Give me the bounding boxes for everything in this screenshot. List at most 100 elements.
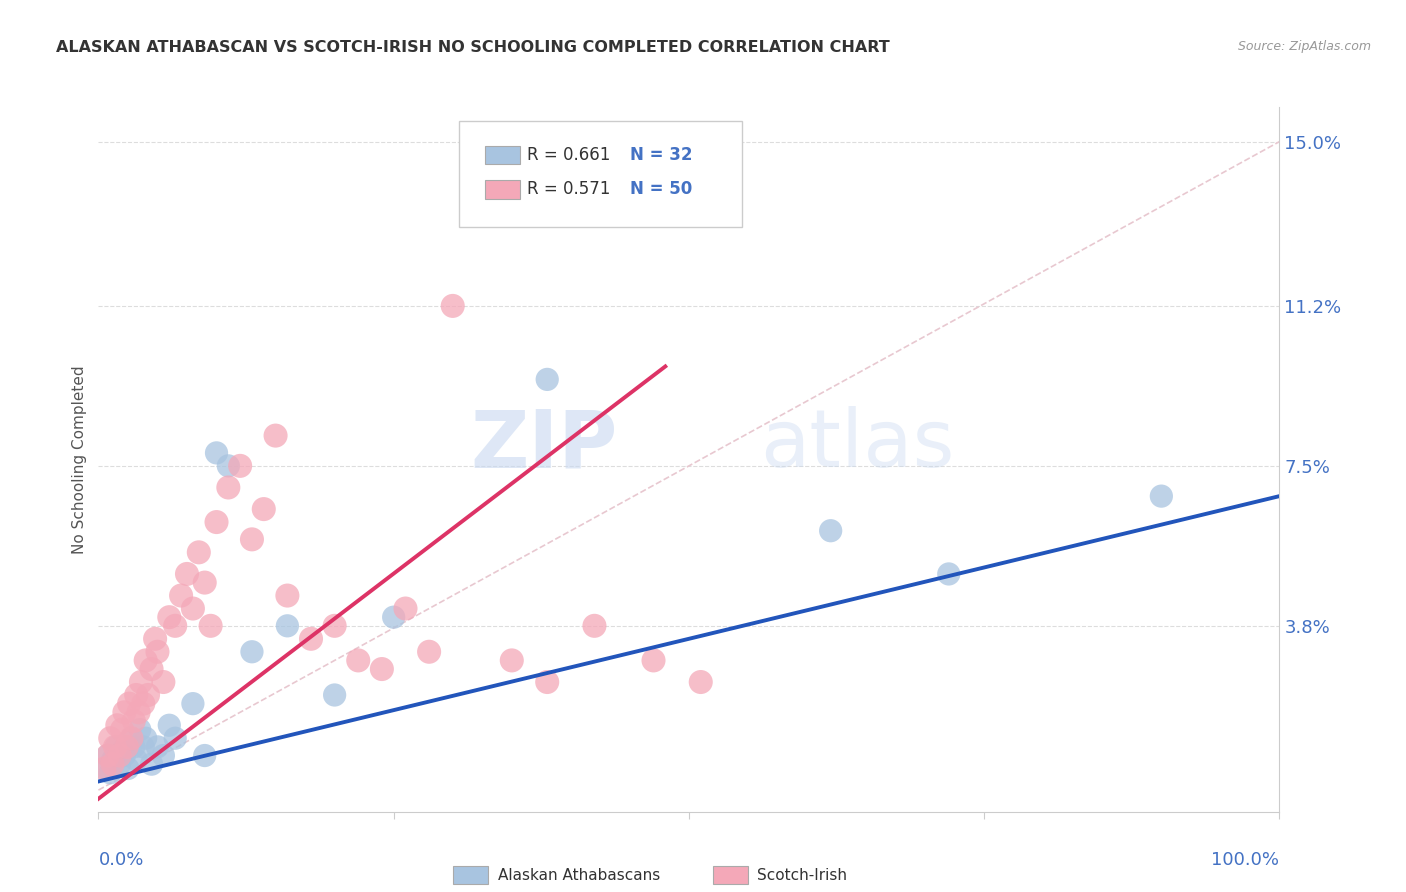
Point — [125, 688, 148, 702]
Point — [108, 757, 131, 772]
Text: 100.0%: 100.0% — [1212, 851, 1279, 869]
Point — [112, 706, 135, 720]
Point — [536, 372, 558, 386]
Point — [170, 589, 193, 603]
Point — [501, 653, 523, 667]
Point — [117, 762, 139, 776]
Point — [111, 723, 134, 737]
Point — [132, 697, 155, 711]
Point — [115, 739, 138, 754]
Point — [136, 688, 159, 702]
Point — [536, 675, 558, 690]
Point — [165, 619, 187, 633]
Text: 0.0%: 0.0% — [98, 851, 143, 869]
Point — [394, 601, 416, 615]
Point — [98, 765, 121, 780]
Point — [200, 619, 222, 633]
Point — [97, 748, 120, 763]
Point — [146, 739, 169, 754]
Text: R = 0.661: R = 0.661 — [527, 146, 610, 164]
Point — [181, 697, 204, 711]
Point — [205, 515, 228, 529]
Point — [181, 601, 204, 615]
Point — [643, 653, 665, 667]
Point — [276, 619, 298, 633]
Point — [121, 731, 143, 746]
Point — [93, 762, 115, 776]
Point — [118, 697, 141, 711]
Point — [217, 458, 239, 473]
Point — [583, 619, 606, 633]
Point — [101, 757, 124, 772]
Text: ALASKAN ATHABASCAN VS SCOTCH-IRISH NO SCHOOLING COMPLETED CORRELATION CHART: ALASKAN ATHABASCAN VS SCOTCH-IRISH NO SC… — [56, 40, 890, 55]
Point — [323, 619, 346, 633]
Point — [111, 744, 134, 758]
Point — [141, 757, 163, 772]
Point — [382, 610, 405, 624]
Text: Scotch-Irish: Scotch-Irish — [758, 868, 848, 883]
Text: Alaskan Athabascans: Alaskan Athabascans — [498, 868, 659, 883]
Point — [240, 533, 263, 547]
Point — [299, 632, 322, 646]
Point — [157, 610, 180, 624]
Point — [418, 645, 440, 659]
Point — [141, 662, 163, 676]
FancyBboxPatch shape — [453, 866, 488, 884]
Point — [152, 748, 174, 763]
Point — [135, 653, 157, 667]
Text: N = 50: N = 50 — [630, 180, 692, 199]
Point — [122, 739, 145, 754]
Point — [157, 718, 180, 732]
Point — [97, 748, 120, 763]
Point — [129, 675, 152, 690]
Point — [229, 458, 252, 473]
Point — [441, 299, 464, 313]
Point — [371, 662, 394, 676]
Point — [128, 723, 150, 737]
Point — [146, 645, 169, 659]
Point — [689, 675, 711, 690]
Point — [98, 731, 121, 746]
Text: Source: ZipAtlas.com: Source: ZipAtlas.com — [1237, 40, 1371, 54]
Point — [104, 739, 127, 754]
FancyBboxPatch shape — [485, 145, 520, 164]
Point — [217, 481, 239, 495]
Point — [121, 731, 143, 746]
Text: ZIP: ZIP — [471, 406, 619, 484]
Point — [105, 739, 128, 754]
Point — [125, 753, 148, 767]
Text: R = 0.571: R = 0.571 — [527, 180, 610, 199]
Point — [135, 731, 157, 746]
Point — [253, 502, 276, 516]
Point — [240, 645, 263, 659]
Y-axis label: No Schooling Completed: No Schooling Completed — [72, 365, 87, 554]
Point — [101, 753, 124, 767]
Point — [323, 688, 346, 702]
Point — [143, 632, 166, 646]
Point — [194, 748, 217, 763]
Point — [187, 545, 209, 559]
Point — [132, 739, 155, 754]
Point — [938, 566, 960, 581]
Point — [205, 446, 228, 460]
Point — [165, 731, 187, 746]
Text: N = 32: N = 32 — [630, 146, 692, 164]
Point — [122, 714, 145, 728]
Point — [176, 566, 198, 581]
Point — [112, 748, 135, 763]
Point — [347, 653, 370, 667]
FancyBboxPatch shape — [485, 180, 520, 199]
Point — [1150, 489, 1173, 503]
Text: atlas: atlas — [759, 406, 955, 484]
FancyBboxPatch shape — [713, 866, 748, 884]
Point — [276, 589, 298, 603]
Point — [194, 575, 217, 590]
Point — [93, 762, 115, 776]
Point — [128, 706, 150, 720]
Point — [105, 718, 128, 732]
Point — [152, 675, 174, 690]
Point — [108, 748, 131, 763]
Point — [264, 428, 287, 442]
FancyBboxPatch shape — [458, 121, 742, 227]
Point — [820, 524, 842, 538]
